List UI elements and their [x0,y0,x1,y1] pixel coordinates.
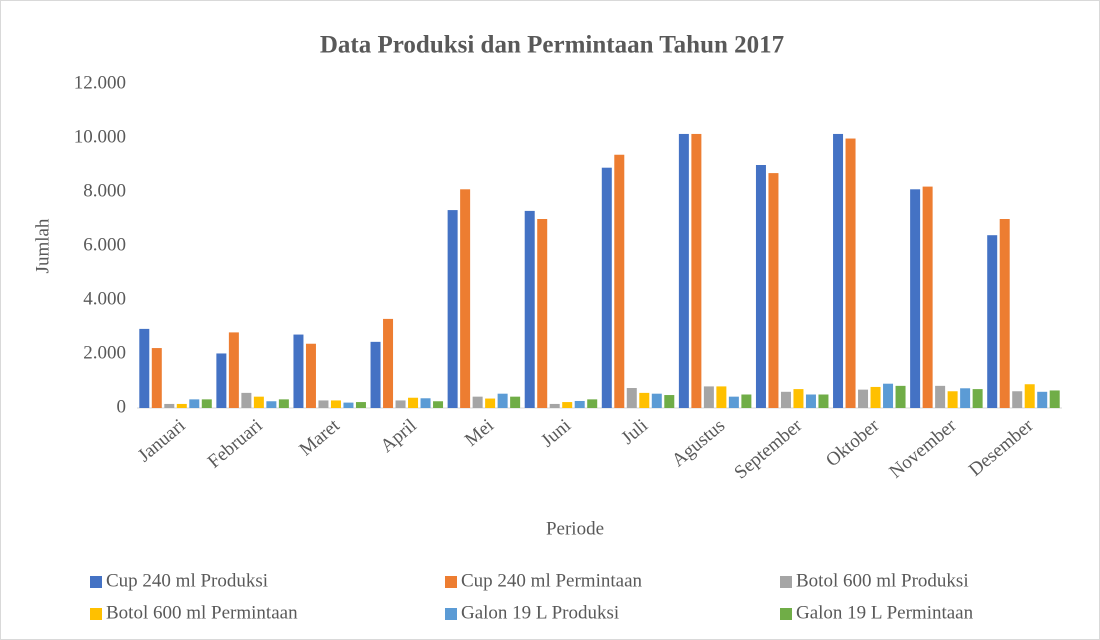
bar [510,397,520,408]
bar [896,386,906,408]
y-tick-label: 4.000 [83,288,126,309]
bar [383,319,393,408]
y-tick-label: 6.000 [83,234,126,255]
legend-swatch [90,576,102,588]
bar [833,134,843,408]
legend-swatch [445,576,457,588]
y-tick-label: 0 [117,396,127,417]
bar [704,386,714,408]
bar [498,394,508,408]
y-tick-label: 2.000 [83,342,126,363]
bar [987,235,997,408]
legend-label: Botol 600 ml Produksi [796,570,969,591]
bar [973,389,983,408]
bar [858,390,868,408]
chart: Data Produksi dan Permintaan Tahun 2017 … [0,0,1100,640]
bar [241,393,251,408]
bar [793,389,803,408]
bar [177,404,187,408]
bar [960,388,970,408]
bar [910,189,920,408]
bar [189,399,199,408]
bar [587,399,597,408]
legend-label: Galon 19 L Permintaan [796,602,974,623]
bar [768,173,778,408]
bar [408,398,418,408]
bar [279,399,289,408]
bar [806,395,816,409]
bar [139,329,149,408]
bar [318,400,328,408]
bar [448,210,458,408]
bar [575,401,585,408]
bar [396,400,406,408]
bar [202,399,212,408]
bar [1037,392,1047,408]
bar [525,211,535,408]
bar [550,404,560,408]
bar [756,165,766,408]
bar [562,402,572,408]
bar [473,397,483,408]
bar [371,342,381,408]
legend-label: Botol 600 ml Permintaan [106,602,298,623]
bar [716,386,726,408]
legend-label: Galon 19 L Produksi [461,602,619,623]
bar [652,394,662,408]
bar [923,187,933,408]
legend-swatch [445,608,457,620]
bar [627,388,637,408]
bar [741,395,751,409]
bar [433,401,443,408]
legend-swatch [780,608,792,620]
chart-title: Data Produksi dan Permintaan Tahun 2017 [320,32,784,59]
bar [639,393,649,408]
y-tick-label: 10.000 [74,126,126,147]
legend-label: Cup 240 ml Produksi [106,570,268,591]
bar [1012,391,1022,408]
bar [846,139,856,408]
bar [948,391,958,408]
x-axis-title: Periode [546,518,604,539]
bar [935,386,945,408]
bar [356,402,366,408]
bar [229,332,239,408]
bar [1050,390,1060,408]
bar [266,401,276,408]
bar [818,395,828,409]
bar [871,387,881,408]
y-tick-label: 12.000 [74,72,126,93]
legend-label: Cup 240 ml Permintaan [461,570,643,591]
bar [781,392,791,408]
bar [216,353,226,408]
bar [883,384,893,408]
bar [664,395,674,408]
page: {"chart_data": {"type": "bar", "title": … [0,0,1100,640]
chart-frame [1,1,1100,640]
y-tick-label: 8.000 [83,180,126,201]
bar [306,344,316,408]
bar [152,348,162,408]
legend-swatch [780,576,792,588]
bar [293,335,303,408]
bar [679,134,689,408]
bar [331,400,341,408]
bar [1025,384,1035,408]
bar [729,397,739,408]
bar [343,403,353,408]
bar [485,399,495,408]
bar [602,168,612,408]
bar [537,219,547,408]
bar [614,155,624,408]
bar [421,398,431,408]
legend-swatch [90,608,102,620]
y-axis-title: Jumlah [32,218,53,273]
bar [460,189,470,408]
bar [254,397,264,408]
bar [164,404,174,408]
bar [1000,219,1010,408]
bar [691,134,701,408]
